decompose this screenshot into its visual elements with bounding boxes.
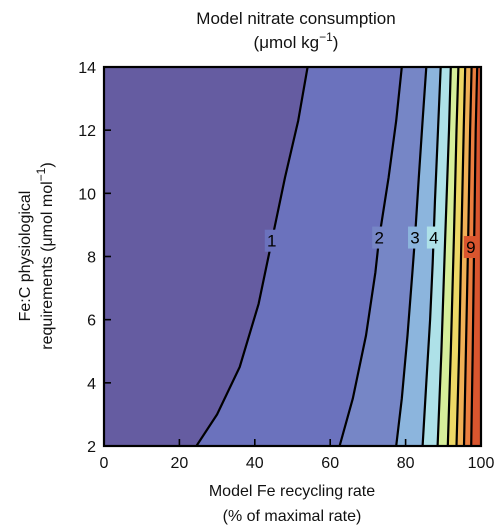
contour-label-bg-1 xyxy=(264,229,279,252)
x-tick-label: 100 xyxy=(468,455,495,472)
y-axis-label-line2: requirements (μmol mol−1) xyxy=(34,162,56,349)
chart-title-line1: Model nitrate consumption xyxy=(196,9,395,28)
contour-band-1 xyxy=(196,67,402,446)
y-tick-label: 2 xyxy=(87,439,96,456)
contour-line-1 xyxy=(195,67,309,446)
contour-line-7 xyxy=(455,67,467,446)
contour-label-9: 9 xyxy=(466,238,475,257)
contour-band-5 xyxy=(437,67,459,446)
x-axis-label-line2: (% of maximal rate) xyxy=(223,508,362,525)
contour-band-2 xyxy=(339,67,427,446)
contour-lines xyxy=(195,67,479,446)
contour-label-bg-2 xyxy=(372,226,387,249)
contour-line-6 xyxy=(446,67,460,446)
contour-label-3: 3 xyxy=(410,229,419,248)
contour-band-3 xyxy=(396,67,441,446)
contour-label-4: 4 xyxy=(429,229,438,248)
x-tick-label: 60 xyxy=(321,455,339,472)
filled-contour-regions xyxy=(104,67,481,446)
contour-line-5 xyxy=(436,67,452,446)
x-tick-label: 40 xyxy=(246,455,264,472)
chart-title-line2: (μmol kg−1) xyxy=(254,30,339,52)
y-axis-ticks: 2 4 6 8 10 12 14 xyxy=(78,60,111,456)
contour-band-0 xyxy=(104,67,308,446)
x-tick-label: 80 xyxy=(397,455,415,472)
contour-line-3 xyxy=(395,67,428,446)
contour-band-4 xyxy=(422,67,451,446)
y-tick-label: 6 xyxy=(87,313,96,330)
x-axis-ticks: 0 20 40 60 80 100 xyxy=(100,439,495,472)
y-tick-label: 4 xyxy=(87,376,96,393)
contour-line-4 xyxy=(421,67,442,446)
y-tick-label: 12 xyxy=(78,123,96,140)
contour-label-2: 2 xyxy=(374,229,383,248)
y-tick-label: 14 xyxy=(78,60,96,77)
y-tick-label: 8 xyxy=(87,250,96,267)
x-tick-label: 0 xyxy=(100,455,109,472)
y-axis-label-line1: Fe:C physiological xyxy=(17,191,34,322)
contour-band-6 xyxy=(447,67,466,446)
contour-label-bg-9 xyxy=(463,236,478,259)
contour-label-bg-4 xyxy=(426,226,441,249)
contour-label-1: 1 xyxy=(267,232,276,251)
contour-line-2 xyxy=(338,67,403,446)
x-axis-label-line1: Model Fe recycling rate xyxy=(209,483,375,500)
x-tick-label: 20 xyxy=(171,455,189,472)
y-tick-label: 10 xyxy=(78,186,96,203)
contour-label-bg-3 xyxy=(408,226,423,249)
